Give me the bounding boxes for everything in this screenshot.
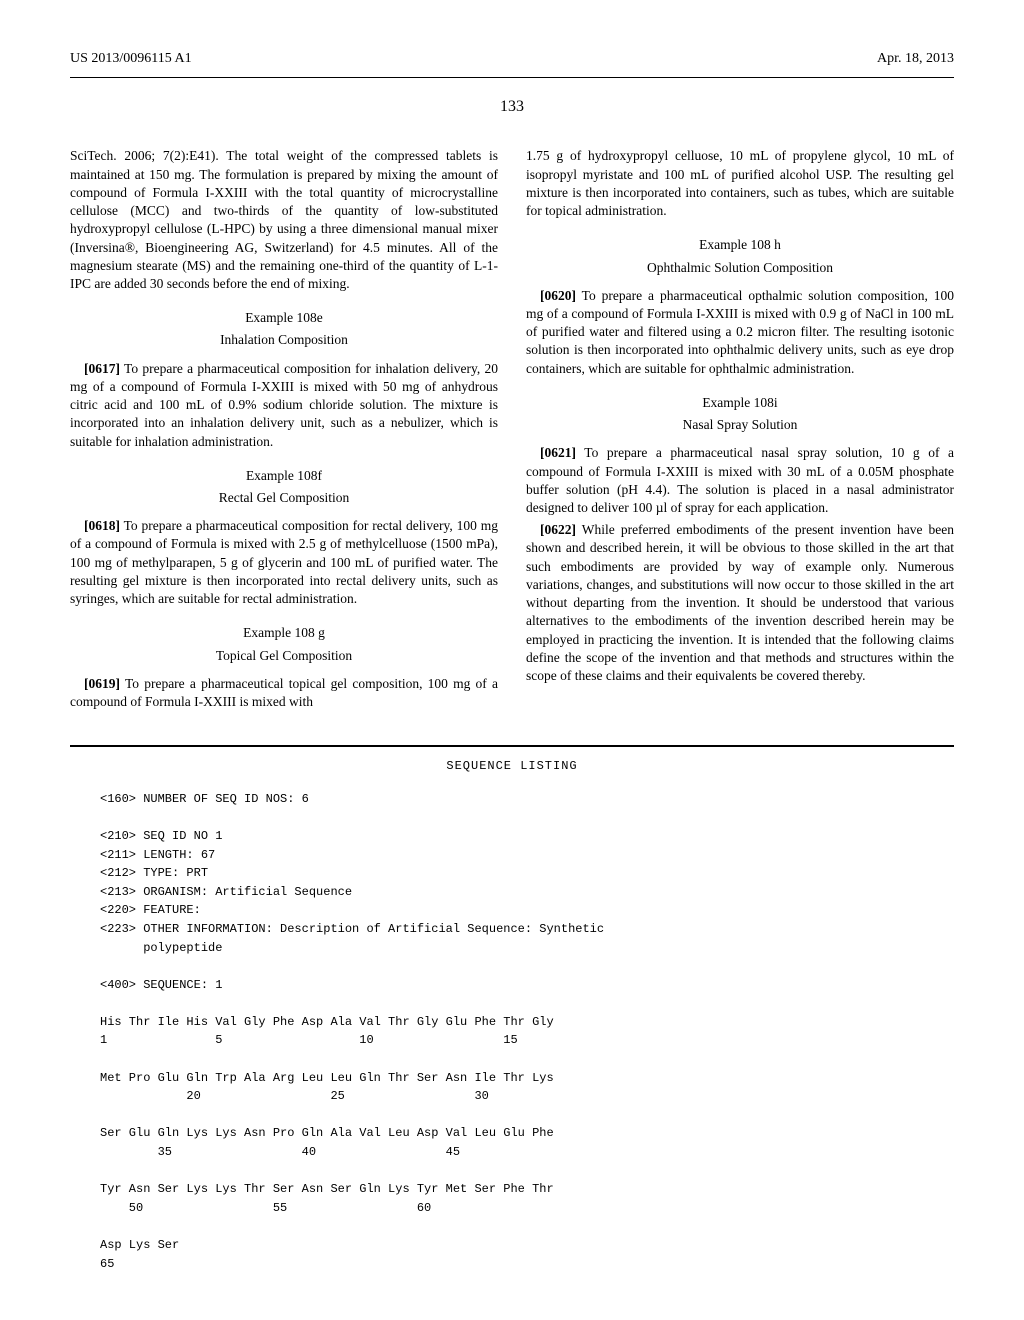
seq-positions: 20 25 30 <box>100 1089 489 1103</box>
seq-rule <box>70 745 954 747</box>
example-title: Example 108 g <box>70 624 498 642</box>
para-number: [0620] <box>540 288 576 303</box>
seq-positions: 50 55 60 <box>100 1201 431 1215</box>
page-header: US 2013/0096115 A1 Apr. 18, 2013 <box>70 50 954 69</box>
seq-title: SEQUENCE LISTING <box>70 757 954 776</box>
seq-positions: 1 5 10 15 <box>100 1033 518 1047</box>
paragraph: [0619] To prepare a pharmaceutical topic… <box>70 675 498 711</box>
para-number: [0618] <box>84 518 120 533</box>
header-rule <box>70 77 954 78</box>
seq-residues: Ser Glu Gln Lys Lys Asn Pro Gln Ala Val … <box>100 1126 554 1140</box>
example-subtitle: Nasal Spray Solution <box>526 416 954 434</box>
para-text: To prepare a pharmaceutical composition … <box>70 518 498 606</box>
para-text: To prepare a pharmaceutical topical gel … <box>70 676 498 709</box>
right-column: 1.75 g of hydroxypropyl celluose, 10 mL … <box>526 147 954 715</box>
paragraph: [0620] To prepare a pharmaceutical optha… <box>526 287 954 378</box>
para-text: To prepare a pharmaceutical opthalmic so… <box>526 288 954 376</box>
paragraph: [0622] While preferred embodiments of th… <box>526 521 954 685</box>
para-number: [0621] <box>540 445 576 460</box>
page-number: 133 <box>70 96 954 118</box>
two-column-layout: SciTech. 2006; 7(2):E41). The total weig… <box>70 147 954 715</box>
seq-residues: His Thr Ile His Val Gly Phe Asp Ala Val … <box>100 1015 554 1029</box>
paragraph: [0617] To prepare a pharmaceutical compo… <box>70 360 498 451</box>
para-number: [0622] <box>540 522 576 537</box>
para-number: [0619] <box>84 676 120 691</box>
paragraph-cont: SciTech. 2006; 7(2):E41). The total weig… <box>70 147 498 293</box>
paragraph: [0618] To prepare a pharmaceutical compo… <box>70 517 498 608</box>
example-title: Example 108f <box>70 467 498 485</box>
example-title: Example 108i <box>526 394 954 412</box>
seq-residues: Met Pro Glu Gln Trp Ala Arg Leu Leu Gln … <box>100 1071 554 1085</box>
example-title: Example 108e <box>70 309 498 327</box>
seq-positions: 35 40 45 <box>100 1145 460 1159</box>
para-text: To prepare a pharmaceutical composition … <box>70 361 498 449</box>
paragraph: [0621] To prepare a pharmaceutical nasal… <box>526 444 954 517</box>
seq-line: <210> SEQ ID NO 1 <box>100 829 222 843</box>
seq-residues: Tyr Asn Ser Lys Lys Thr Ser Asn Ser Gln … <box>100 1182 554 1196</box>
seq-line: <213> ORGANISM: Artificial Sequence <box>100 885 352 899</box>
seq-line: <400> SEQUENCE: 1 <box>100 978 222 992</box>
example-subtitle: Rectal Gel Composition <box>70 489 498 507</box>
paragraph-cont: 1.75 g of hydroxypropyl celluose, 10 mL … <box>526 147 954 220</box>
seq-line: <212> TYPE: PRT <box>100 866 208 880</box>
patent-number: US 2013/0096115 A1 <box>70 50 192 69</box>
seq-line: polypeptide <box>100 941 222 955</box>
example-subtitle: Inhalation Composition <box>70 331 498 349</box>
left-column: SciTech. 2006; 7(2):E41). The total weig… <box>70 147 498 715</box>
seq-block: <160> NUMBER OF SEQ ID NOS: 6 <210> SEQ … <box>100 790 954 1273</box>
seq-line: <220> FEATURE: <box>100 903 201 917</box>
example-subtitle: Ophthalmic Solution Composition <box>526 259 954 277</box>
para-text: While preferred embodiments of the prese… <box>526 522 954 683</box>
para-text: To prepare a pharmaceutical nasal spray … <box>526 445 954 515</box>
seq-positions: 65 <box>100 1257 114 1271</box>
sequence-listing: SEQUENCE LISTING <160> NUMBER OF SEQ ID … <box>70 745 954 1273</box>
seq-residues: Asp Lys Ser <box>100 1238 179 1252</box>
publication-date: Apr. 18, 2013 <box>877 50 954 69</box>
example-subtitle: Topical Gel Composition <box>70 647 498 665</box>
seq-line: <223> OTHER INFORMATION: Description of … <box>100 922 604 936</box>
example-title: Example 108 h <box>526 236 954 254</box>
seq-line: <160> NUMBER OF SEQ ID NOS: 6 <box>100 792 309 806</box>
para-number: [0617] <box>84 361 120 376</box>
seq-line: <211> LENGTH: 67 <box>100 848 215 862</box>
